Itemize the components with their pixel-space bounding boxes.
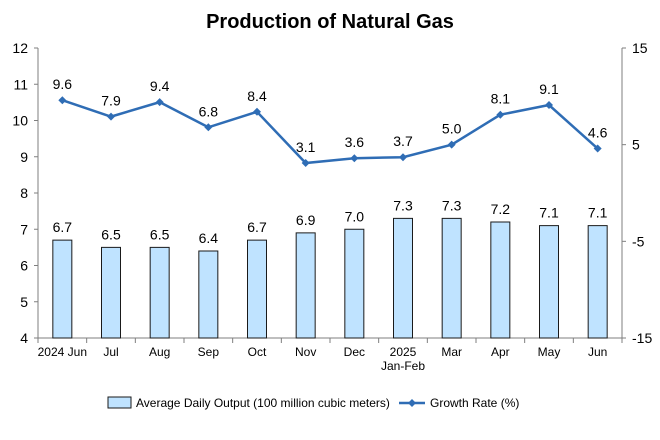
line-point-marker (399, 153, 407, 162)
bar (539, 225, 559, 339)
left-tick-label: 5 (20, 294, 28, 310)
bar-data-label: 6.5 (150, 226, 170, 242)
left-tick-label: 10 (12, 113, 28, 129)
line-data-label: 3.1 (296, 139, 316, 155)
left-tick-label: 6 (20, 258, 28, 274)
legend-bar-label: Average Daily Output (100 million cubic … (136, 396, 390, 410)
chart-title: Production of Natural Gas (206, 11, 454, 33)
right-tick-label: -15 (632, 330, 652, 346)
bar-data-label: 6.9 (296, 212, 316, 228)
line-point-marker (593, 144, 602, 153)
line-point-marker (253, 107, 261, 116)
bar (149, 246, 170, 339)
bar (344, 228, 365, 339)
bar-data-label: 7.3 (442, 197, 462, 213)
left-tick-label: 12 (12, 40, 28, 56)
bar (198, 250, 219, 339)
bar (295, 232, 316, 339)
bar (490, 221, 511, 339)
line-point-marker (350, 154, 359, 163)
line-point-marker (447, 140, 456, 149)
right-tick-label: 5 (632, 137, 640, 153)
left-tick-label: 8 (20, 185, 28, 201)
bar-data-label: 6.5 (101, 226, 121, 242)
bar (101, 246, 121, 339)
x-tick-label: Dec (344, 345, 365, 359)
line-data-label: 8.4 (247, 88, 267, 104)
legend-line-marker (408, 399, 416, 407)
x-tick-label: Mar (441, 345, 462, 359)
legend-line-label: Growth Rate (%) (430, 396, 519, 410)
bar (587, 225, 608, 339)
line-data-label: 3.7 (393, 133, 413, 149)
bar-data-label: 7.2 (491, 201, 511, 217)
line-data-label: 7.9 (101, 93, 121, 109)
bar (247, 239, 267, 339)
x-tick-label: Nov (295, 345, 316, 359)
line-point-marker (107, 112, 115, 121)
line-data-label: 9.1 (539, 81, 559, 97)
left-tick-label: 9 (20, 149, 28, 165)
line-point-marker (204, 123, 213, 132)
growth-line (61, 99, 599, 165)
line-data-label: 6.8 (199, 103, 219, 119)
bar-data-label: 6.4 (199, 230, 219, 246)
x-tick-label: May (538, 345, 561, 359)
right-tick-label: 15 (632, 40, 648, 56)
x-tick-label: 2025 (390, 345, 417, 359)
bar-data-label: 7.1 (588, 205, 608, 221)
line-data-label: 4.6 (588, 125, 608, 141)
x-tick-label: Oct (248, 345, 267, 359)
bar-data-label: 7.1 (539, 205, 559, 221)
bar (393, 217, 413, 339)
bar-data-label: 7.3 (393, 197, 413, 213)
x-tick-label: Aug (149, 345, 170, 359)
line-point-marker (155, 98, 164, 107)
left-tick-label: 7 (20, 221, 28, 237)
line-data-label: 8.1 (491, 91, 511, 107)
x-tick-label-sub: Jan-Feb (381, 359, 425, 373)
line-data-label: 9.4 (150, 78, 170, 94)
x-tick-label: Jul (103, 345, 118, 359)
bar (441, 217, 462, 339)
x-tick-label: Apr (491, 345, 510, 359)
line-point-marker (58, 96, 67, 105)
bar-data-label: 6.7 (247, 219, 267, 235)
line-point-marker (301, 159, 310, 168)
line-data-label: 9.6 (53, 76, 73, 92)
right-tick-label: -5 (632, 233, 645, 249)
x-tick-label: Jun (588, 345, 607, 359)
bar (52, 239, 73, 339)
line-data-label: 3.6 (345, 134, 365, 150)
left-tick-label: 4 (20, 330, 28, 346)
line-point-marker (496, 110, 505, 119)
bar-data-label: 6.7 (53, 219, 73, 235)
bar-data-label: 7.0 (345, 208, 365, 224)
x-tick-label: 2024 Jun (38, 345, 87, 359)
legend-bar-swatch (107, 396, 132, 409)
line-point-marker (545, 101, 553, 110)
left-tick-label: 11 (13, 76, 28, 92)
x-tick-label: Sep (198, 345, 220, 359)
line-data-label: 5.0 (442, 121, 462, 137)
